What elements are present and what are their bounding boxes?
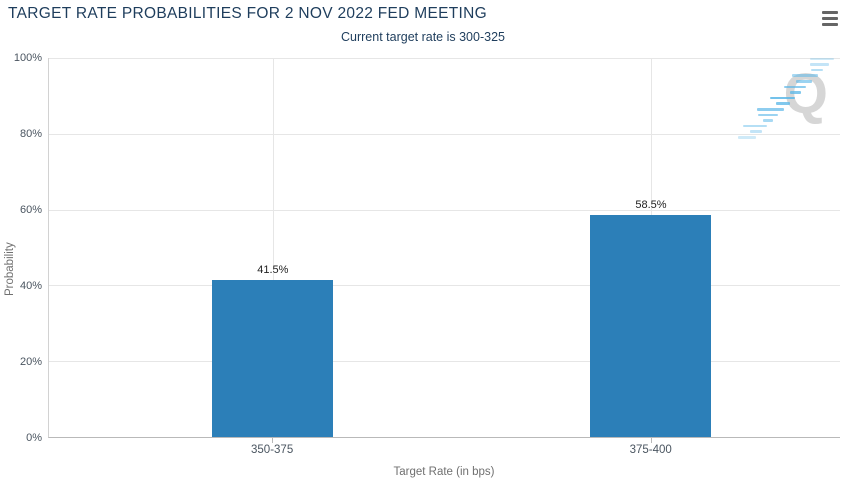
- quikstrike-q-letter: Q: [783, 62, 828, 126]
- bar-350-375[interactable]: [212, 279, 334, 437]
- watermark-dash: [762, 119, 773, 122]
- watermark-dash: [796, 80, 812, 83]
- watermark-dash: [811, 68, 824, 72]
- y-axis-tick-label: 0%: [26, 432, 42, 444]
- x-axis-tick-mark: [272, 438, 274, 443]
- quikstrike-logo-watermark: Q: [736, 52, 842, 144]
- y-gridline: [49, 285, 840, 287]
- plot-area: Q 41.5% 58.5%: [48, 57, 840, 438]
- watermark-dash: [775, 102, 790, 105]
- watermark-dash: [743, 124, 768, 128]
- y-gridline: [49, 209, 840, 211]
- watermark-dash: [757, 108, 784, 111]
- chart-context-menu-button[interactable]: [820, 9, 840, 27]
- hamburger-menu-icon: [822, 17, 838, 20]
- watermark-dash: [749, 130, 762, 133]
- y-axis-tick-label: 40%: [19, 280, 42, 292]
- y-axis-tick-label: 20%: [19, 356, 42, 368]
- x-gridline: [272, 58, 274, 437]
- y-gridline: [49, 133, 840, 135]
- watermark-dash: [738, 136, 756, 139]
- bar-375-400[interactable]: [590, 215, 712, 437]
- x-axis-category-label: 375-400: [629, 444, 672, 456]
- chart-title: TARGET RATE PROBABILITIES FOR 2 NOV 2022…: [8, 5, 487, 22]
- y-axis-tick-label: 60%: [19, 204, 42, 216]
- bar-value-label: 58.5%: [635, 199, 667, 212]
- bar-value-label: 41.5%: [257, 263, 289, 276]
- x-axis-title: Target Rate (in bps): [393, 466, 495, 478]
- watermark-dash: [809, 63, 829, 66]
- y-axis-tick-label: 100%: [13, 52, 42, 64]
- x-axis-tick-mark: [650, 438, 652, 443]
- y-gridline: [49, 361, 840, 363]
- y-gridline: [49, 58, 840, 59]
- hamburger-menu-icon: [822, 11, 838, 14]
- x-axis-category-label: 350-375: [251, 444, 294, 456]
- y-axis-tick-label: 80%: [19, 128, 42, 140]
- watermark-dash: [770, 96, 796, 100]
- watermark-dash: [758, 113, 779, 117]
- watermark-dash: [791, 74, 818, 77]
- watermark-dash: [784, 85, 807, 89]
- chart-subtitle: Current target rate is 300-325: [341, 30, 505, 44]
- hamburger-menu-icon: [822, 23, 838, 26]
- watermark-dash: [789, 91, 801, 94]
